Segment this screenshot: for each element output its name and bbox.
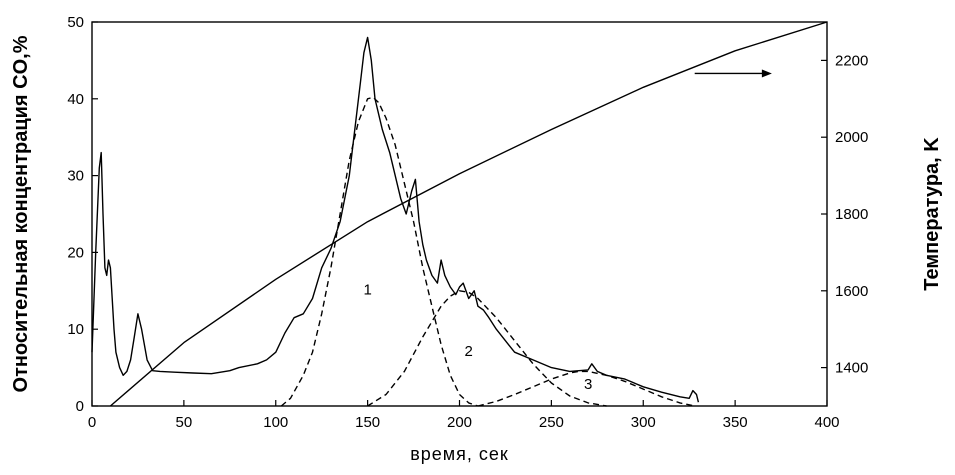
x-tick-label: 150 [355,414,380,431]
deconvolution-peak-2 [367,290,607,407]
deconvolution-peak-1 [280,96,479,407]
y2-tick-label: 2200 [835,52,868,69]
peak-label-1: 1 [363,282,371,299]
x-tick-label: 50 [176,414,193,431]
co-concentration-line [91,36,700,403]
x-tick-label: 0 [88,414,96,431]
y2-tick-label: 1800 [835,206,868,223]
y-tick-label: 30 [67,168,84,185]
series-group [91,21,828,407]
axis-arrow [694,69,772,78]
temperature-line [109,21,828,407]
y-axis-ticks: 0 10 20 30 40 50 [67,14,98,415]
y2-axis-ticks: 1400 1600 1800 2000 2200 [821,52,868,377]
x-axis-title: время, сек [410,444,509,464]
y-tick-label: 40 [67,91,84,108]
x-tick-label: 100 [263,414,288,431]
plot-frame [91,21,828,407]
y2-tick-label: 1600 [835,283,868,300]
x-tick-label: 350 [723,414,748,431]
y-tick-label: 50 [67,14,84,31]
x-axis-ticks: 0 50 100 150 200 250 300 350 400 [88,400,840,431]
y2-tick-label: 1400 [835,360,868,377]
x-tick-label: 200 [447,414,472,431]
y-axis-title: Относительная концентрация CO,% [10,35,32,392]
arrow-head [761,69,772,78]
y2-axis-title: Температура, K [921,137,943,291]
peak-label-3: 3 [584,376,592,393]
peak-labels: 1 2 3 [363,282,592,393]
y2-tick-label: 2000 [835,129,868,146]
x-tick-label: 250 [539,414,564,431]
x-tick-label: 300 [631,414,656,431]
x-tick-label: 400 [814,414,839,431]
deconvolution-peak-3 [477,370,695,407]
peak-label-2: 2 [465,343,473,360]
y-tick-label: 20 [67,244,84,261]
y-tick-label: 10 [67,321,84,338]
y-tick-label: 0 [76,398,84,415]
